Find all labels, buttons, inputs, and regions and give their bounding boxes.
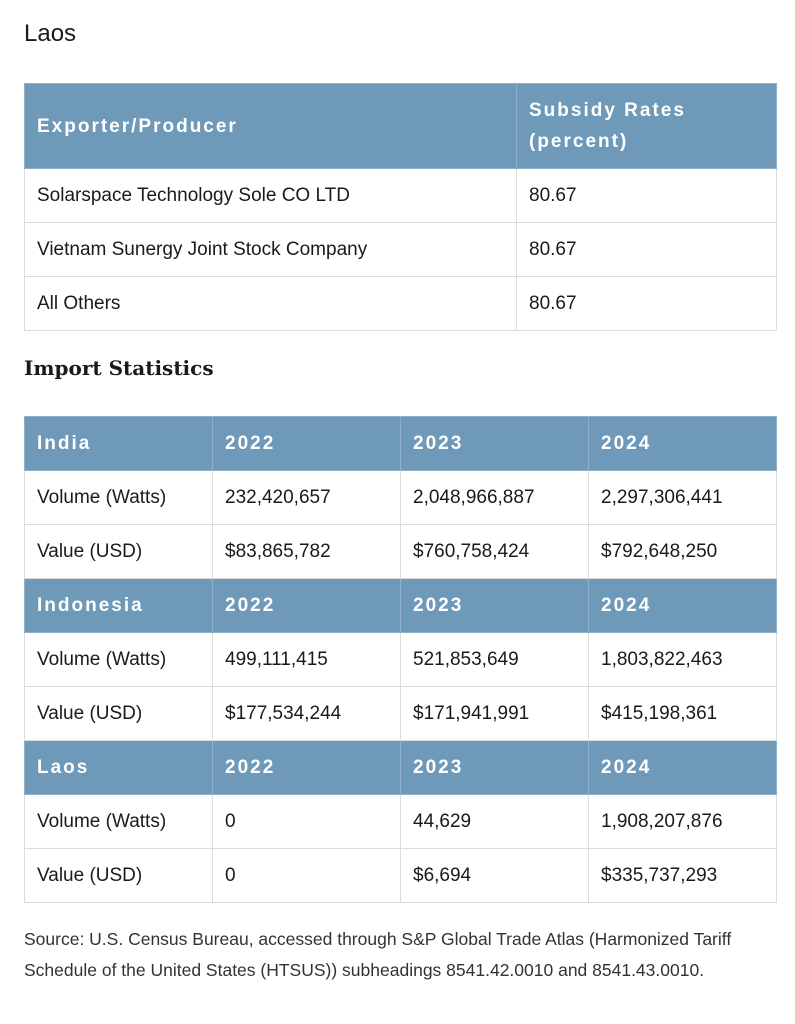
year-header: 2024 — [588, 416, 777, 471]
data-cell: $171,941,991 — [400, 686, 589, 741]
table-header-row: Exporter/Producer Subsidy Rates (percent… — [24, 83, 777, 169]
year-header: 2023 — [400, 416, 589, 471]
row-label: Volume (Watts) — [24, 470, 213, 525]
table-row: Volume (Watts) 0 44,629 1,908,207,876 — [24, 794, 777, 849]
data-cell: $792,648,250 — [588, 524, 777, 579]
data-cell: 44,629 — [400, 794, 589, 849]
row-label: Volume (Watts) — [24, 794, 213, 849]
table-row: Value (USD) $83,865,782 $760,758,424 $792,6… — [24, 524, 777, 579]
row-label: Value (USD) — [24, 686, 213, 741]
table-row: Value (USD) 0 $6,694 $335,737,293 — [24, 848, 777, 903]
year-header: 2023 — [400, 740, 589, 795]
table-row: Vietnam Sunergy Joint Stock Company 80.67 — [24, 222, 777, 277]
country-name: Laos — [24, 740, 213, 795]
country-header-row: Indonesia 2022 2023 2024 — [24, 578, 777, 633]
table-row: Volume (Watts) 232,420,657 2,048,966,887 2,… — [24, 470, 777, 525]
data-cell: $760,758,424 — [400, 524, 589, 579]
country-name: Indonesia — [24, 578, 213, 633]
data-cell: 1,908,207,876 — [588, 794, 777, 849]
subsidy-rate: 80.67 — [516, 222, 777, 277]
source-note: Source: U.S. Census Bureau, accessed thr… — [24, 929, 732, 980]
column-header: Subsidy Rates (percent) — [516, 83, 777, 169]
data-cell: 232,420,657 — [212, 470, 401, 525]
year-header: 2022 — [212, 578, 401, 633]
data-cell: 0 — [212, 794, 401, 849]
subsidy-rates-table: Exporter/Producer Subsidy Rates (percent… — [24, 83, 777, 331]
row-label: Value (USD) — [24, 524, 213, 579]
year-header: 2024 — [588, 740, 777, 795]
data-cell: 499,111,415 — [212, 632, 401, 687]
import-statistics-heading: Import Statistics — [24, 356, 214, 380]
year-header: 2024 — [588, 578, 777, 633]
table-row: Solarspace Technology Sole CO LTD 80.67 — [24, 168, 777, 223]
company-name: All Others — [24, 276, 517, 331]
column-header: Exporter/Producer — [24, 83, 517, 169]
data-cell: $335,737,293 — [588, 848, 777, 903]
import-statistics-table: India 2022 2023 2024 Volume (Watts) 232,420,6… — [24, 416, 777, 903]
year-header: 2022 — [212, 416, 401, 471]
table-row: All Others 80.67 — [24, 276, 777, 331]
country-name: India — [24, 416, 213, 471]
country-header-row: Laos 2022 2023 2024 — [24, 740, 777, 795]
row-label: Value (USD) — [24, 848, 213, 903]
table-row: Value (USD) $177,534,244 $171,941,991 $415,… — [24, 686, 777, 741]
subsidy-rate: 80.67 — [516, 276, 777, 331]
data-cell: 1,803,822,463 — [588, 632, 777, 687]
data-cell: 2,048,966,887 — [400, 470, 589, 525]
company-name: Solarspace Technology Sole CO LTD — [24, 168, 517, 223]
data-cell: $177,534,244 — [212, 686, 401, 741]
country-header-row: India 2022 2023 2024 — [24, 416, 777, 471]
year-header: 2022 — [212, 740, 401, 795]
table-row: Volume (Watts) 499,111,415 521,853,649 1,80… — [24, 632, 777, 687]
data-cell: $6,694 — [400, 848, 589, 903]
row-label: Volume (Watts) — [24, 632, 213, 687]
data-cell: 521,853,649 — [400, 632, 589, 687]
company-name: Vietnam Sunergy Joint Stock Company — [24, 222, 517, 277]
data-cell: $415,198,361 — [588, 686, 777, 741]
data-cell: 2,297,306,441 — [588, 470, 777, 525]
section-heading: Laos — [24, 20, 77, 47]
data-cell: $83,865,782 — [212, 524, 401, 579]
subsidy-rate: 80.67 — [516, 168, 777, 223]
year-header: 2023 — [400, 578, 589, 633]
data-cell: 0 — [212, 848, 401, 903]
